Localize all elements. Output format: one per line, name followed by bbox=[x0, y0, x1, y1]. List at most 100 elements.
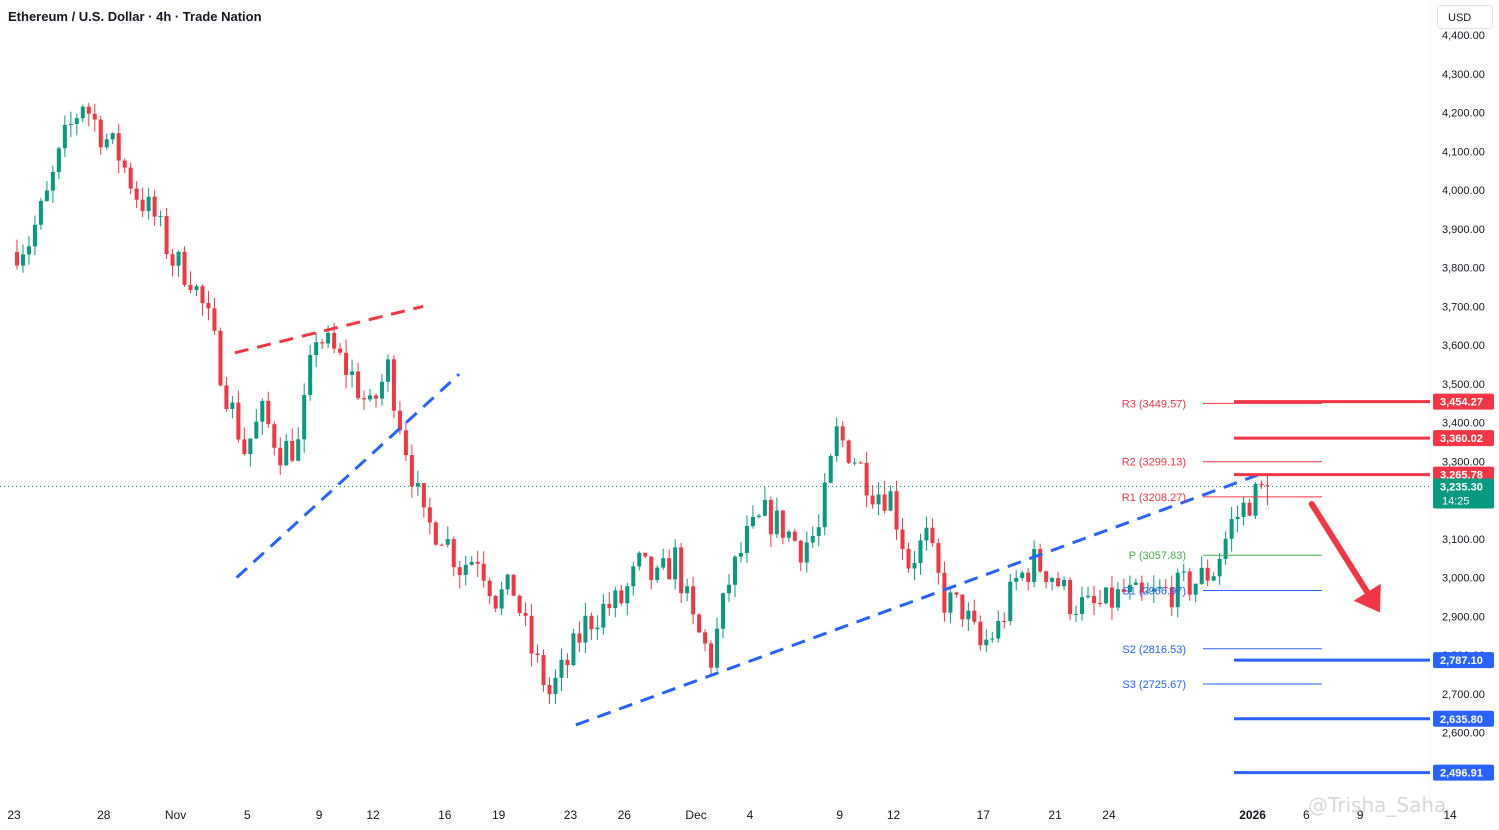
candle-body bbox=[637, 552, 642, 567]
candle-body bbox=[930, 527, 935, 544]
candle-body bbox=[206, 303, 211, 309]
candle-body bbox=[32, 224, 37, 247]
y-tick-label: 4,200.00 bbox=[1442, 108, 1485, 120]
candle-body bbox=[1163, 586, 1168, 588]
candle-body bbox=[625, 586, 630, 604]
candle-body bbox=[230, 402, 235, 409]
candle-body bbox=[553, 677, 558, 695]
candle-body bbox=[56, 148, 61, 172]
current-price-tag bbox=[1433, 478, 1494, 509]
y-tick-label: 3,300.00 bbox=[1442, 456, 1485, 468]
candle-body bbox=[900, 529, 905, 549]
level-tag bbox=[1433, 710, 1494, 727]
candle-body bbox=[451, 539, 456, 568]
candle-body bbox=[314, 342, 319, 356]
level-tag-label: 3,360.02 bbox=[1440, 433, 1483, 445]
candle-body bbox=[727, 584, 732, 594]
y-tick-label: 3,000.00 bbox=[1442, 573, 1485, 585]
pivot-label: S1 (2966.97) bbox=[1122, 585, 1186, 597]
candle-body bbox=[643, 552, 648, 557]
candle-body bbox=[134, 188, 139, 200]
x-tick-label: 12 bbox=[887, 808, 901, 822]
candle-body bbox=[397, 410, 402, 431]
candle-body bbox=[972, 610, 977, 622]
candle-body bbox=[738, 553, 743, 557]
candle-body bbox=[1217, 558, 1222, 577]
candle-body bbox=[433, 522, 438, 545]
candle-body bbox=[409, 455, 414, 487]
candle-body bbox=[613, 590, 618, 609]
candle-body bbox=[62, 124, 67, 149]
candle-body bbox=[44, 190, 49, 201]
candle-body bbox=[619, 590, 624, 604]
currency-selector[interactable]: USD bbox=[1437, 5, 1493, 29]
level-tag bbox=[1433, 652, 1494, 669]
candle-body bbox=[816, 527, 821, 536]
x-tick-label: 23 bbox=[564, 808, 578, 822]
candle-body bbox=[649, 556, 654, 580]
candle-body bbox=[218, 330, 223, 386]
y-tick-label: 3,500.00 bbox=[1442, 379, 1485, 391]
projection-arrow-head bbox=[1353, 583, 1381, 613]
candle-body bbox=[362, 398, 367, 400]
candle-body bbox=[822, 482, 827, 528]
candle-body bbox=[326, 332, 331, 344]
candle-body bbox=[379, 381, 384, 399]
candle-body bbox=[1157, 586, 1162, 589]
candle-body bbox=[912, 562, 917, 569]
candle-body bbox=[960, 594, 965, 620]
candle-body bbox=[1103, 587, 1108, 604]
candle-body bbox=[224, 385, 229, 409]
candle-body bbox=[577, 633, 582, 643]
candle-body bbox=[338, 348, 343, 353]
candle-body bbox=[170, 254, 175, 266]
candle-body bbox=[984, 639, 989, 646]
candle-body bbox=[810, 535, 815, 543]
candle-body bbox=[50, 171, 55, 191]
candle-body bbox=[559, 659, 564, 678]
candle-body bbox=[254, 421, 259, 439]
candle-body bbox=[1026, 572, 1031, 582]
candle-body bbox=[356, 371, 361, 399]
candle-body bbox=[1127, 584, 1132, 592]
trendline bbox=[575, 473, 1259, 727]
candle-body bbox=[1259, 483, 1264, 486]
candle-body bbox=[571, 633, 576, 666]
candle-body bbox=[1235, 516, 1240, 520]
x-tick-label: 9 bbox=[836, 808, 843, 822]
countdown-label: 14:25 bbox=[1442, 495, 1470, 507]
x-tick-label: 21 bbox=[1048, 808, 1062, 822]
candle-body bbox=[110, 133, 115, 140]
candle-body bbox=[1223, 538, 1228, 559]
candle-body bbox=[1038, 549, 1043, 572]
candle-body bbox=[481, 563, 486, 581]
candle-body bbox=[1062, 579, 1067, 587]
candle-body bbox=[164, 216, 169, 255]
candle-body bbox=[1199, 567, 1204, 584]
candle-body bbox=[1253, 483, 1258, 516]
x-tick-label: 2026 bbox=[1239, 808, 1266, 822]
y-tick-label: 4,100.00 bbox=[1442, 146, 1485, 158]
candle-body bbox=[152, 196, 157, 217]
candle-body bbox=[1139, 582, 1144, 593]
candle-body bbox=[74, 118, 79, 125]
x-tick-label: Dec bbox=[685, 808, 706, 822]
candle-body bbox=[762, 499, 767, 516]
x-tick-label: 28 bbox=[97, 808, 111, 822]
candle-body bbox=[828, 455, 833, 483]
candle-body bbox=[427, 507, 432, 523]
x-tick-label: 26 bbox=[618, 808, 632, 822]
x-tick-label: 6 bbox=[1303, 808, 1310, 822]
candle-body bbox=[565, 659, 570, 666]
candle-body bbox=[1205, 567, 1210, 581]
watermark: @Trisha_Saha bbox=[1308, 793, 1447, 817]
x-tick-label: 9 bbox=[316, 808, 323, 822]
y-tick-label: 3,700.00 bbox=[1442, 301, 1485, 313]
candle-body bbox=[1193, 583, 1198, 595]
level-tag bbox=[1433, 430, 1494, 447]
candle-body bbox=[493, 595, 498, 609]
candle-body bbox=[20, 254, 25, 266]
candle-body bbox=[200, 286, 205, 304]
candle-body bbox=[876, 494, 881, 505]
